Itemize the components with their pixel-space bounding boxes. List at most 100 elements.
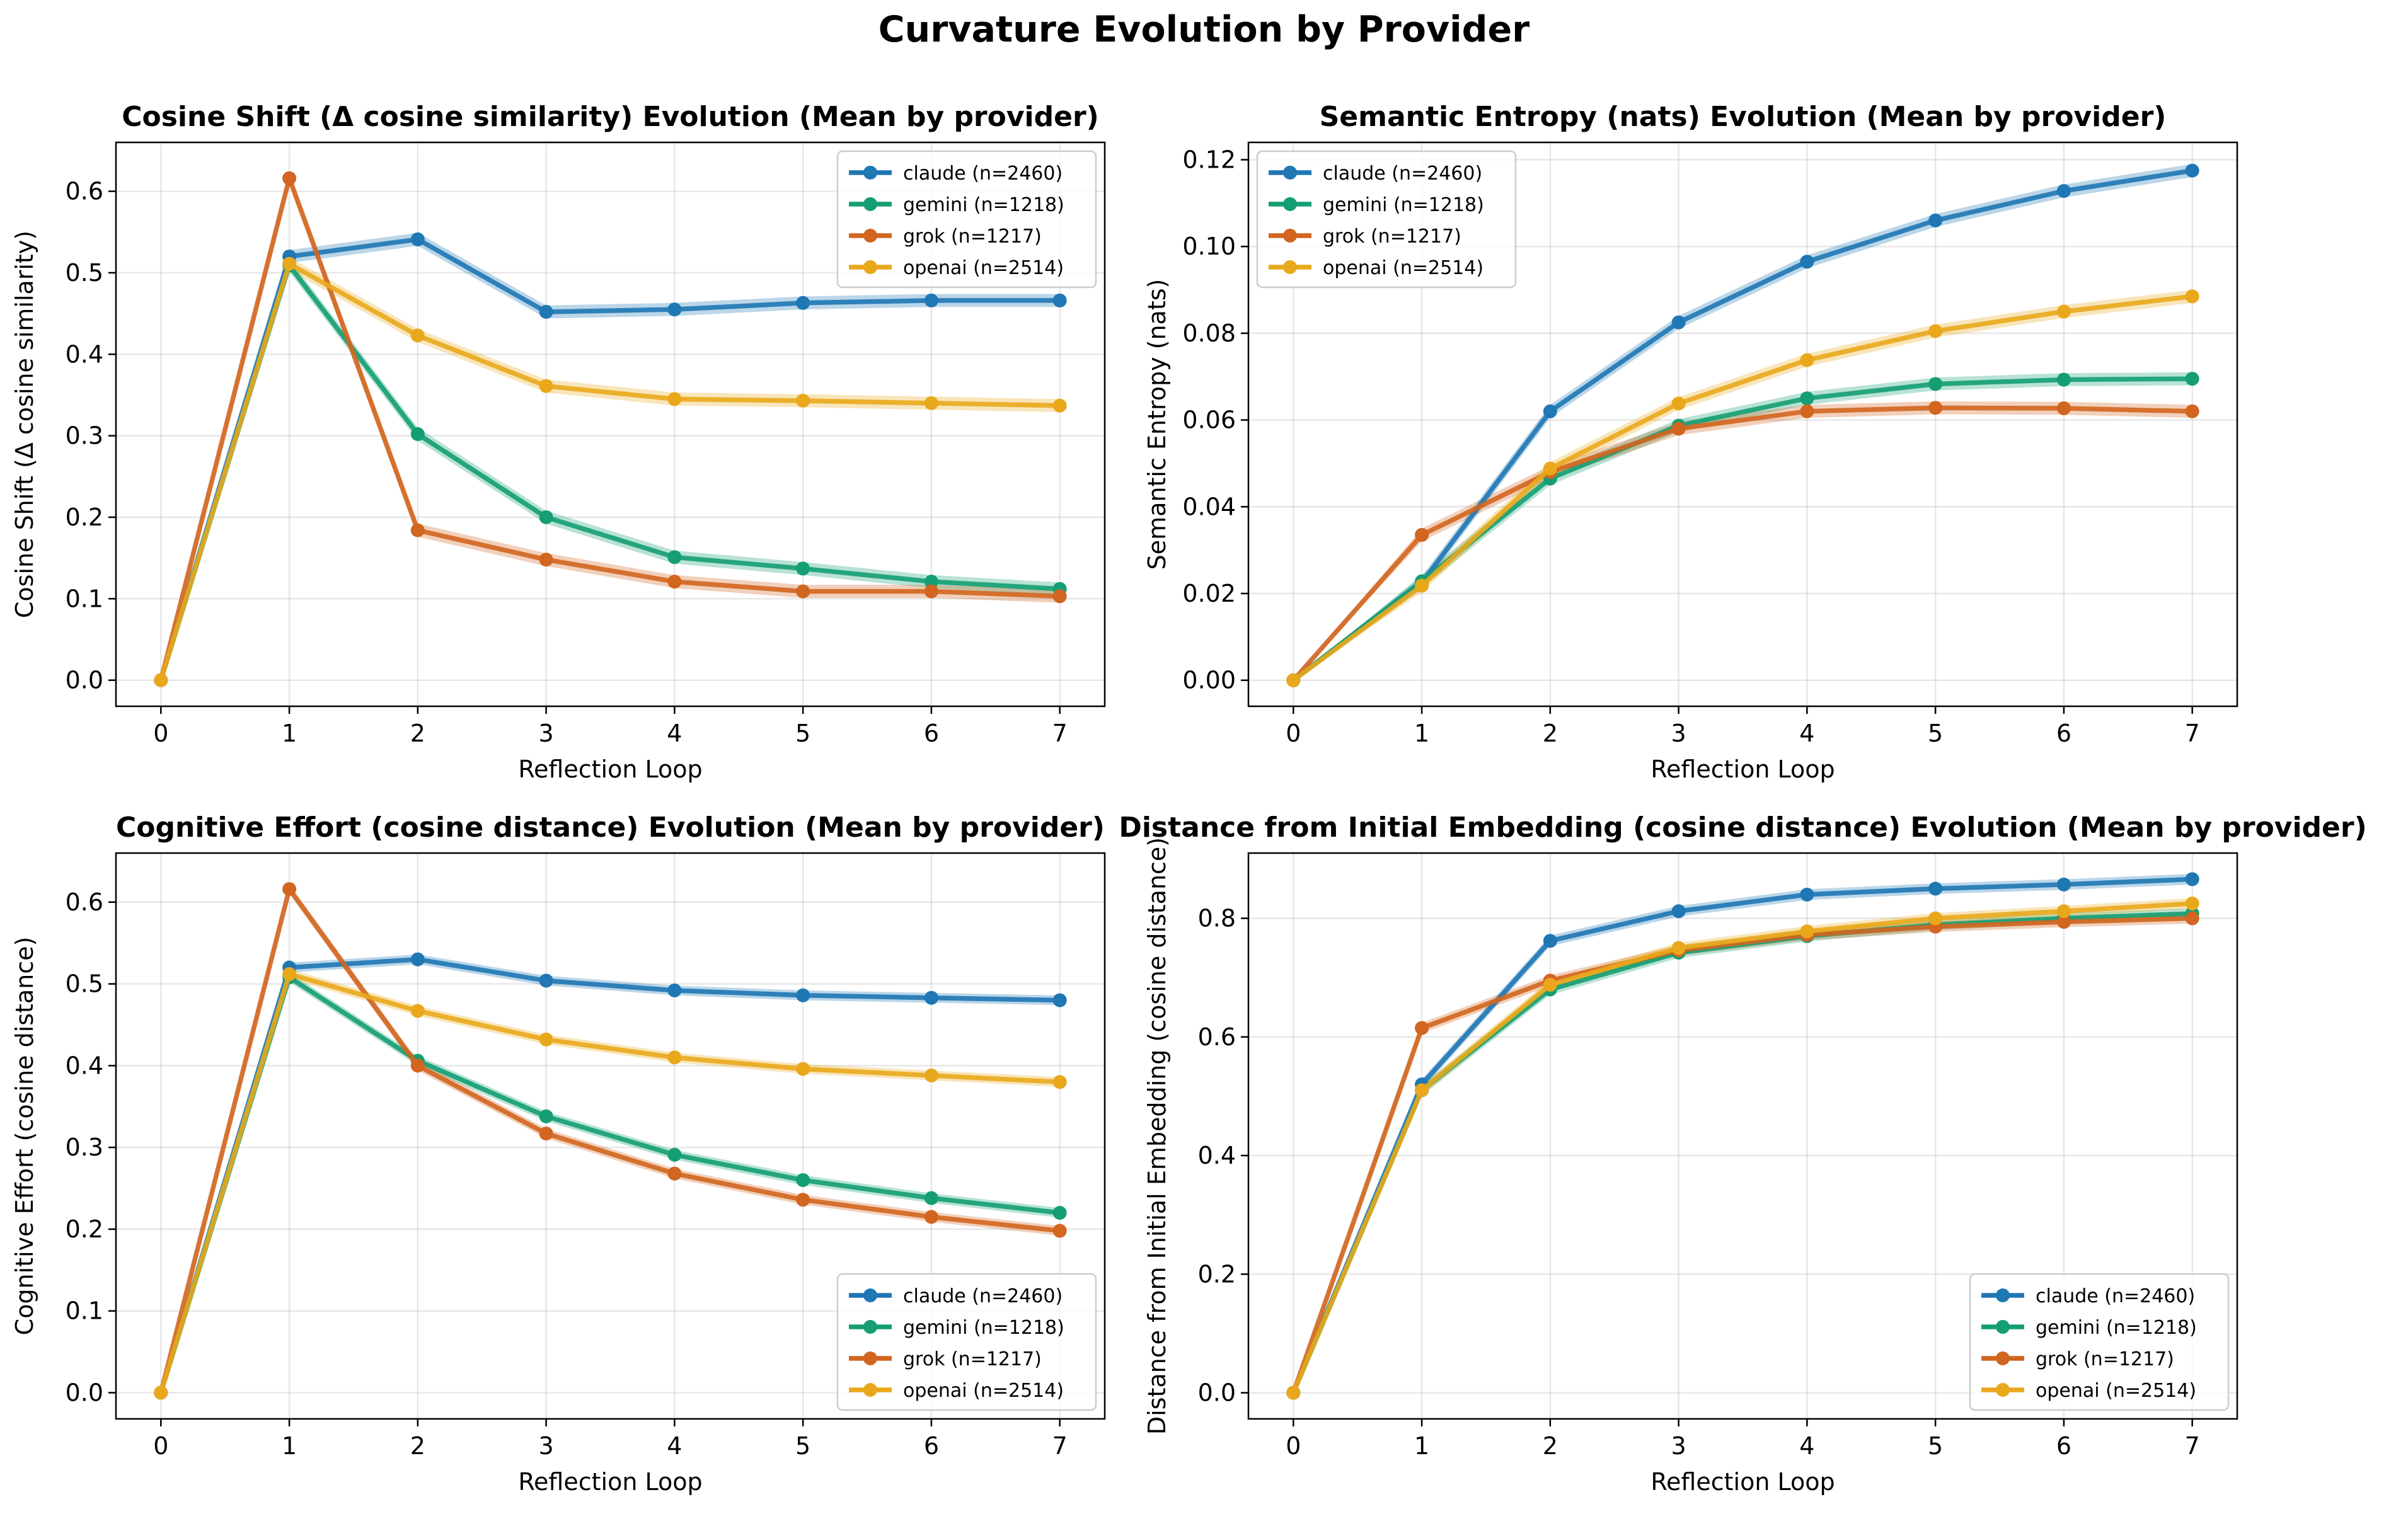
series-openai bbox=[154, 967, 1067, 1400]
data-point-claude bbox=[1928, 881, 1943, 896]
x-tick-label: 1 bbox=[282, 1432, 297, 1460]
series-line-openai bbox=[1292, 294, 2193, 682]
data-point-openai bbox=[1415, 1083, 1429, 1098]
panel-3-xlabel: Reflection Loop bbox=[1650, 1468, 1835, 1496]
x-tick-label: 3 bbox=[539, 1432, 554, 1460]
data-point-openai bbox=[1286, 673, 1301, 687]
legend-frame bbox=[1969, 1273, 2230, 1411]
x-tick-label: 0 bbox=[1286, 720, 1301, 747]
data-point-grok bbox=[667, 575, 682, 589]
data-point-gemini bbox=[667, 1147, 682, 1162]
data-point-openai bbox=[1543, 461, 1557, 476]
data-point-openai bbox=[410, 328, 425, 343]
legend-marker-openai bbox=[1996, 1383, 2010, 1397]
series-openai bbox=[1286, 289, 2199, 687]
data-point-claude bbox=[1543, 404, 1557, 418]
x-tick-label: 5 bbox=[795, 1432, 810, 1460]
x-tick-label: 6 bbox=[924, 1432, 939, 1460]
x-tick-label: 4 bbox=[667, 1432, 682, 1460]
data-point-gemini bbox=[1052, 1205, 1067, 1220]
y-tick-label: 0.6 bbox=[1198, 1023, 1236, 1051]
legend-label-openai: openai (n=2514) bbox=[1323, 257, 1483, 279]
data-point-openai bbox=[539, 1032, 553, 1047]
data-point-openai bbox=[1800, 353, 1814, 367]
data-point-openai bbox=[1052, 1075, 1067, 1089]
legend-frame bbox=[1256, 150, 1517, 289]
data-point-gemini bbox=[924, 575, 938, 589]
y-tick-label: 0.1 bbox=[66, 585, 103, 612]
series-openai bbox=[1286, 897, 2199, 1400]
series-line-gemini bbox=[158, 975, 1061, 1394]
y-tick-label: 0.6 bbox=[66, 888, 103, 916]
legend-marker-openai bbox=[1283, 260, 1297, 274]
data-point-openai bbox=[1671, 941, 1686, 955]
y-tick-label: 0.10 bbox=[1182, 232, 1236, 260]
data-point-gemini bbox=[924, 1191, 938, 1205]
x-tick-label: 7 bbox=[2185, 720, 2200, 747]
series-line-claude bbox=[1291, 876, 2192, 1394]
y-tick-label: 0.5 bbox=[66, 970, 103, 998]
data-point-grok bbox=[2056, 915, 2071, 929]
x-tick-label: 6 bbox=[2056, 720, 2071, 747]
y-tick-label: 0.6 bbox=[66, 178, 103, 205]
data-point-claude bbox=[796, 295, 810, 310]
legend-label-openai: openai (n=2514) bbox=[2036, 1380, 2196, 1402]
y-tick-label: 0.06 bbox=[1182, 406, 1236, 434]
panel-3-ylabel: Distance from Initial Embedding (cosine … bbox=[1143, 837, 1171, 1435]
data-point-openai bbox=[2185, 289, 2199, 304]
series-line-openai bbox=[158, 972, 1060, 1394]
legend-marker-gemini bbox=[863, 197, 877, 211]
x-tick-label: 0 bbox=[1286, 1432, 1301, 1460]
y-tick-label: 0.00 bbox=[1182, 667, 1236, 694]
x-tick-label: 0 bbox=[153, 1432, 168, 1460]
data-point-openai bbox=[154, 1385, 168, 1400]
series-line-grok bbox=[1291, 405, 2192, 682]
data-point-openai bbox=[1671, 396, 1686, 411]
legend-marker-gemini bbox=[1283, 197, 1297, 211]
y-tick-label: 0.1 bbox=[66, 1297, 103, 1325]
x-tick-label: 6 bbox=[2056, 1432, 2071, 1460]
x-tick-label: 4 bbox=[1799, 1432, 1814, 1460]
panel-2-title: Cognitive Effort (cosine distance) Evolu… bbox=[116, 811, 1105, 844]
panel-1-title: Semantic Entropy (nats) Evolution (Mean … bbox=[1320, 101, 2167, 133]
data-point-openai bbox=[2185, 897, 2199, 911]
legend-marker-claude bbox=[1996, 1288, 2010, 1302]
data-point-grok bbox=[410, 1058, 425, 1073]
y-tick-label: 0.0 bbox=[1198, 1379, 1236, 1407]
y-tick-label: 0.2 bbox=[66, 503, 103, 531]
x-tick-label: 5 bbox=[795, 720, 810, 747]
data-point-grok bbox=[1052, 589, 1067, 604]
series-line-claude bbox=[1292, 168, 2193, 682]
data-point-claude bbox=[1671, 315, 1686, 330]
legend-marker-openai bbox=[863, 260, 877, 274]
data-point-claude bbox=[539, 305, 553, 319]
legend-marker-claude bbox=[1283, 166, 1297, 180]
x-tick-label: 1 bbox=[1414, 1432, 1429, 1460]
legend-marker-grok bbox=[1996, 1351, 2010, 1365]
data-point-claude bbox=[1052, 293, 1067, 307]
data-point-openai bbox=[924, 1068, 938, 1082]
data-point-grok bbox=[410, 523, 425, 537]
data-point-claude bbox=[1800, 255, 1814, 269]
y-tick-label: 0.4 bbox=[66, 340, 103, 368]
x-tick-label: 2 bbox=[410, 720, 425, 747]
legend-label-grok: grok (n=1217) bbox=[903, 226, 1042, 248]
x-tick-label: 2 bbox=[410, 1432, 425, 1460]
y-tick-label: 0.02 bbox=[1182, 580, 1236, 607]
confidence-band-gemini bbox=[161, 258, 1060, 680]
y-tick-label: 0.12 bbox=[1182, 146, 1236, 174]
panel-3-legend: claude (n=2460) gemini (n=1218) grok (n=12… bbox=[1969, 1273, 2230, 1411]
data-point-claude bbox=[539, 973, 553, 988]
legend-label-gemini: gemini (n=1218) bbox=[1323, 194, 1484, 216]
x-tick-label: 4 bbox=[1799, 720, 1814, 747]
legend-marker-claude bbox=[863, 166, 877, 180]
data-point-gemini bbox=[410, 427, 425, 442]
panel-0-xlabel: Reflection Loop bbox=[518, 755, 702, 783]
data-point-gemini bbox=[1928, 377, 1943, 391]
x-tick-label: 1 bbox=[1414, 720, 1429, 747]
data-point-grok bbox=[282, 171, 297, 185]
data-point-claude bbox=[410, 952, 425, 966]
data-point-openai bbox=[667, 1050, 682, 1065]
data-point-openai bbox=[539, 379, 553, 393]
